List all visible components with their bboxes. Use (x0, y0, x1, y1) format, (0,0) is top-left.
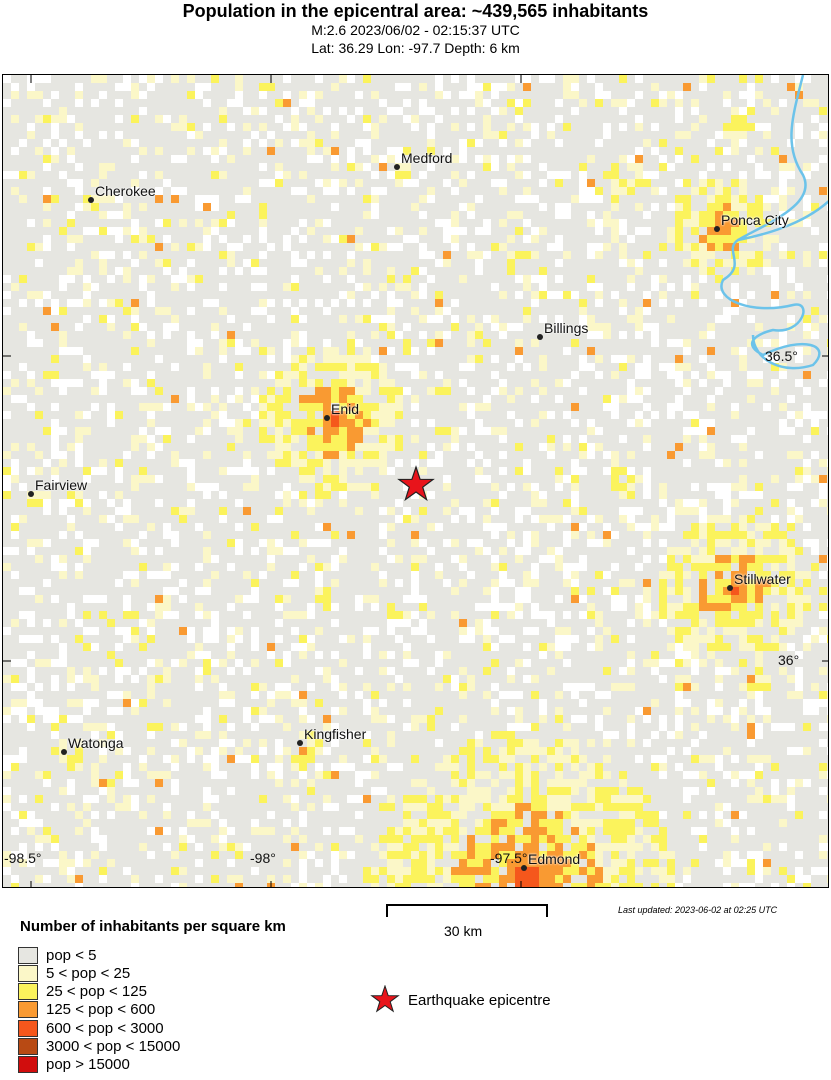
scale-label: 30 km (444, 923, 483, 939)
lon-tick-label: -98° (250, 850, 276, 866)
legend-swatch (18, 964, 38, 982)
city-label: Kingfisher (304, 726, 367, 742)
city-marker (521, 865, 527, 871)
legend-item: 3000 < pop < 15000 (18, 1038, 180, 1056)
city-label: Fairview (35, 477, 88, 493)
epicentre-legend: Earthquake epicentre (370, 985, 551, 1015)
city-label: Billings (544, 320, 589, 336)
legend-item: pop > 15000 (18, 1056, 130, 1074)
legend-swatch (18, 946, 38, 964)
city-marker (727, 585, 733, 591)
legend-label: pop > 15000 (46, 1056, 130, 1074)
city-label: Enid (331, 401, 360, 417)
city-label: Cherokee (95, 183, 156, 199)
city-marker (714, 226, 720, 232)
epicentre-legend-label: Earthquake epicentre (408, 991, 551, 1009)
city-marker (88, 197, 94, 203)
map-title: Population in the epicentral area: ~439,… (182, 1, 649, 21)
legend-swatch (18, 1056, 38, 1074)
city-marker (324, 415, 330, 421)
scale-bar (386, 904, 548, 917)
lon-tick-label: -97.5° (490, 850, 528, 866)
legend-swatch (18, 1019, 38, 1037)
event-info: M:2.6 2023/06/02 - 02:15:37 UTC (311, 22, 520, 38)
legend-label: 3000 < pop < 15000 (46, 1038, 181, 1055)
legend-item: 125 < pop < 600 (18, 1001, 155, 1019)
event-location: Lat: 36.29 Lon: -97.7 Depth: 6 km (311, 40, 520, 56)
legend-label: pop < 5 (46, 946, 97, 964)
city-label: Medford (401, 150, 453, 166)
city-marker (537, 334, 543, 340)
city-label: Edmond (528, 851, 581, 867)
legend-item: 600 < pop < 3000 (18, 1019, 164, 1037)
lon-tick-label: -98.5° (4, 850, 42, 866)
city-label: Watonga (68, 735, 124, 751)
map-overlay (3, 75, 828, 887)
epicentre-star-icon (397, 465, 435, 502)
legend-label: 600 < pop < 3000 (46, 1019, 164, 1037)
legend-swatch (18, 983, 38, 1001)
legend-label: 25 < pop < 125 (46, 983, 147, 1001)
city-marker (297, 740, 303, 746)
population-map[interactable]: CSEM EMSC (2, 74, 829, 888)
legend-item: 25 < pop < 125 (18, 983, 147, 1001)
legend-title: Number of inhabitants per square km (20, 918, 286, 935)
city-label: Ponca City (721, 212, 789, 228)
legend-swatch (18, 1038, 38, 1055)
last-updated: Last updated: 2023-06-02 at 02:25 UTC (618, 905, 778, 915)
star-icon (370, 985, 400, 1013)
legend-item: pop < 5 (18, 946, 96, 964)
legend-item: 5 < pop < 25 (18, 964, 130, 982)
legend-label: 125 < pop < 600 (46, 1001, 156, 1019)
lat-tick-label: 36.5° (765, 348, 798, 364)
city-marker (394, 164, 400, 170)
city-marker (61, 749, 67, 755)
legend-label: 5 < pop < 25 (46, 964, 131, 982)
legend-swatch (18, 1001, 38, 1019)
lat-tick-label: 36° (778, 652, 800, 668)
city-marker (28, 491, 34, 497)
city-label: Stillwater (734, 571, 791, 587)
